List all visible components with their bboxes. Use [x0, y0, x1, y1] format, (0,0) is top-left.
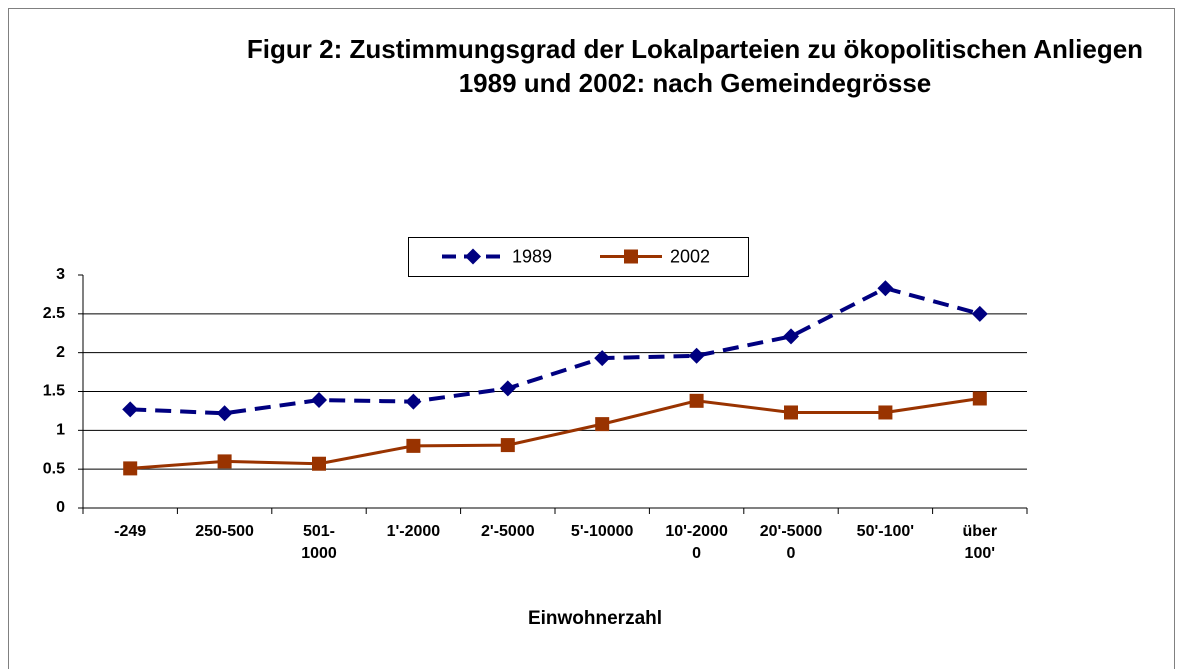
x-axis-title: Einwohnerzahl: [527, 608, 663, 629]
y-tick-label: 3: [56, 266, 65, 283]
marker: [594, 350, 611, 367]
legend-marker: [465, 248, 481, 265]
y-tick-label: 0.5: [43, 460, 65, 477]
marker: [688, 347, 705, 364]
marker: [405, 393, 422, 410]
marker: [312, 456, 326, 471]
x-tick-label: 10'-20000: [665, 523, 728, 562]
marker: [971, 305, 988, 322]
chart-title: Figur 2: Zustimmungsgrad der Lokalpartei…: [246, 34, 1144, 98]
marker: [783, 328, 799, 345]
x-tick-label: 501-1000: [301, 523, 337, 562]
x-tick-label: 250-500: [195, 523, 254, 540]
marker: [877, 280, 894, 297]
series-line: [130, 286, 981, 416]
x-tick-label: über 100': [962, 523, 998, 562]
marker: [972, 391, 987, 406]
legend-label: 2002: [670, 246, 710, 266]
marker: [784, 405, 798, 420]
marker: [406, 438, 421, 453]
marker: [689, 393, 704, 408]
marker: [311, 392, 327, 409]
legend-marker: [624, 249, 638, 264]
marker: [878, 405, 893, 420]
x-tick-label: 2'-5000: [480, 523, 535, 540]
marker: [122, 401, 139, 418]
series-line: [130, 397, 981, 470]
y-tick-label: 1: [56, 422, 65, 439]
marker: [216, 405, 233, 422]
x-tick-label: 20'-50000: [759, 523, 823, 562]
y-tick-label: 0: [56, 499, 65, 516]
marker: [123, 461, 138, 476]
x-tick-label: 50'-100': [856, 523, 915, 540]
y-tick-label: 2: [56, 344, 65, 361]
marker: [217, 454, 232, 469]
x-tick-label: 1'-2000: [386, 523, 441, 540]
chart-border: [8, 8, 1175, 669]
y-tick-label: 2.5: [43, 305, 65, 322]
x-tick-label: 5'-10000: [570, 523, 634, 540]
y-tick-label: 1.5: [43, 383, 65, 400]
legend-label: 1989: [512, 246, 552, 266]
x-tick-label: -249: [114, 523, 147, 540]
marker: [595, 417, 610, 432]
marker: [500, 438, 515, 453]
marker: [499, 380, 516, 397]
